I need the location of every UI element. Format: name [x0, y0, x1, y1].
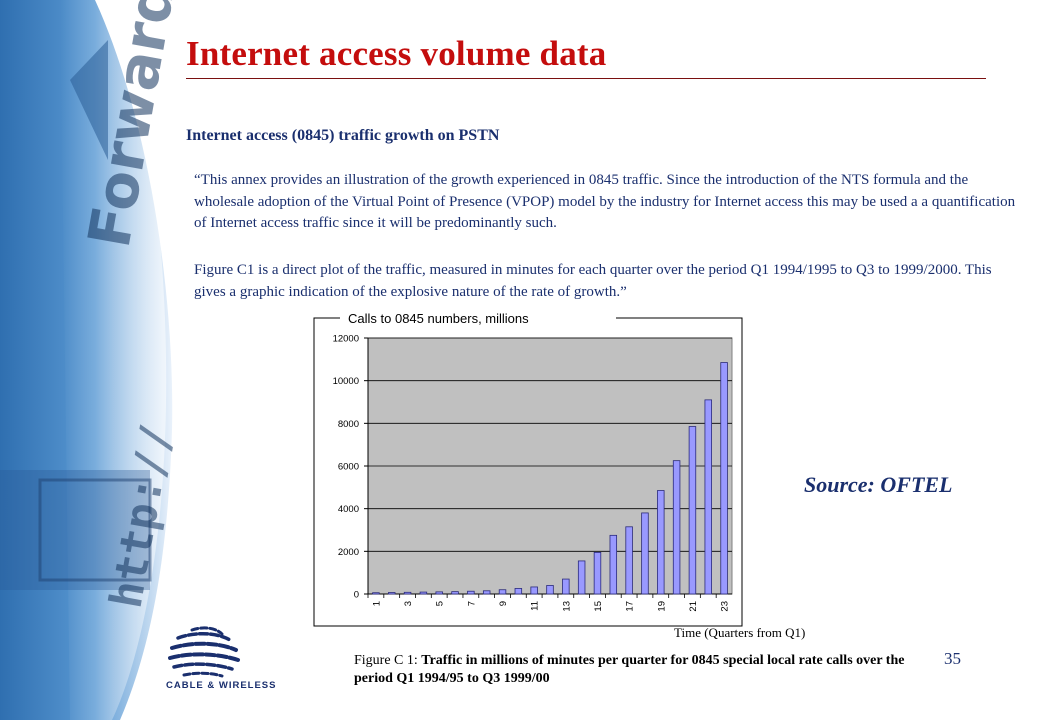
bar: [704, 399, 712, 595]
bar: [530, 586, 538, 595]
bar: [720, 362, 728, 595]
page-number: 35: [944, 649, 961, 668]
x-tick-label: 21: [688, 601, 699, 612]
bar: [641, 512, 649, 595]
y-tick-label: 0: [354, 590, 359, 601]
x-tick-label: 5: [435, 601, 446, 606]
traffic-bar-chart: Calls to 0845 numbers, millions 0 2000 4000…: [313, 311, 805, 640]
bar: [403, 591, 412, 595]
bar: [609, 534, 618, 595]
y-tick-label: 12000: [333, 334, 359, 345]
bar: [593, 551, 602, 595]
bar: [372, 592, 380, 595]
x-tick-label: 7: [466, 601, 477, 606]
bar: [625, 526, 633, 595]
slide-title: Internet access volume data: [186, 34, 607, 73]
y-tick-label: 6000: [338, 462, 359, 473]
y-tick-label: 8000: [338, 419, 359, 430]
title-divider: [186, 78, 986, 79]
chart-title: Calls to 0845 numbers, millions: [348, 311, 529, 326]
y-tick-label: 4000: [338, 504, 359, 515]
figure-caption: Figure C 1: Traffic in millions of minut…: [354, 652, 914, 688]
bar: [672, 460, 681, 595]
quote-paragraph-2: Figure C1 is a direct plot of the traffi…: [194, 262, 992, 300]
x-tick-label: 13: [561, 601, 572, 612]
x-tick-label: 23: [720, 601, 731, 612]
logo-text: CABLE & WIRELESS: [166, 680, 277, 691]
bar: [419, 591, 428, 595]
bar: [657, 490, 665, 595]
x-tick-label: 9: [498, 601, 509, 606]
cable-wireless-logo: CABLE & WIRELESS: [164, 624, 296, 694]
x-tick-label: 19: [656, 601, 667, 612]
x-tick-label: 1: [371, 601, 382, 606]
source-label: Source: OFTEL: [804, 472, 953, 497]
bar: [514, 588, 523, 595]
bar: [562, 578, 570, 595]
section-heading: Internet access (0845) traffic growth on…: [186, 127, 500, 144]
bar: [388, 592, 396, 595]
bar: [498, 589, 507, 595]
bar: [467, 590, 475, 595]
bar: [546, 585, 554, 595]
bar: [435, 591, 443, 595]
bar: [482, 590, 491, 595]
x-tick-label: 11: [530, 601, 541, 611]
x-tick-label: 3: [403, 601, 414, 606]
chart-frame: [313, 317, 743, 627]
bar: [451, 591, 459, 595]
x-axis-label: Time (Quarters from Q1): [674, 625, 805, 640]
caption-label: Figure C 1:: [354, 653, 422, 668]
quote-paragraph-1: “This annex provides an illustration of …: [194, 172, 1016, 231]
caption-text: Traffic in millions of minutes per quart…: [354, 653, 905, 686]
bar: [577, 560, 586, 595]
x-tick-label: 15: [593, 601, 604, 612]
y-tick-label: 10000: [333, 376, 359, 387]
bar: [688, 426, 697, 595]
x-tick-label: 17: [625, 601, 636, 612]
y-tick-label: 2000: [338, 547, 359, 558]
globe-icon: [168, 626, 240, 678]
